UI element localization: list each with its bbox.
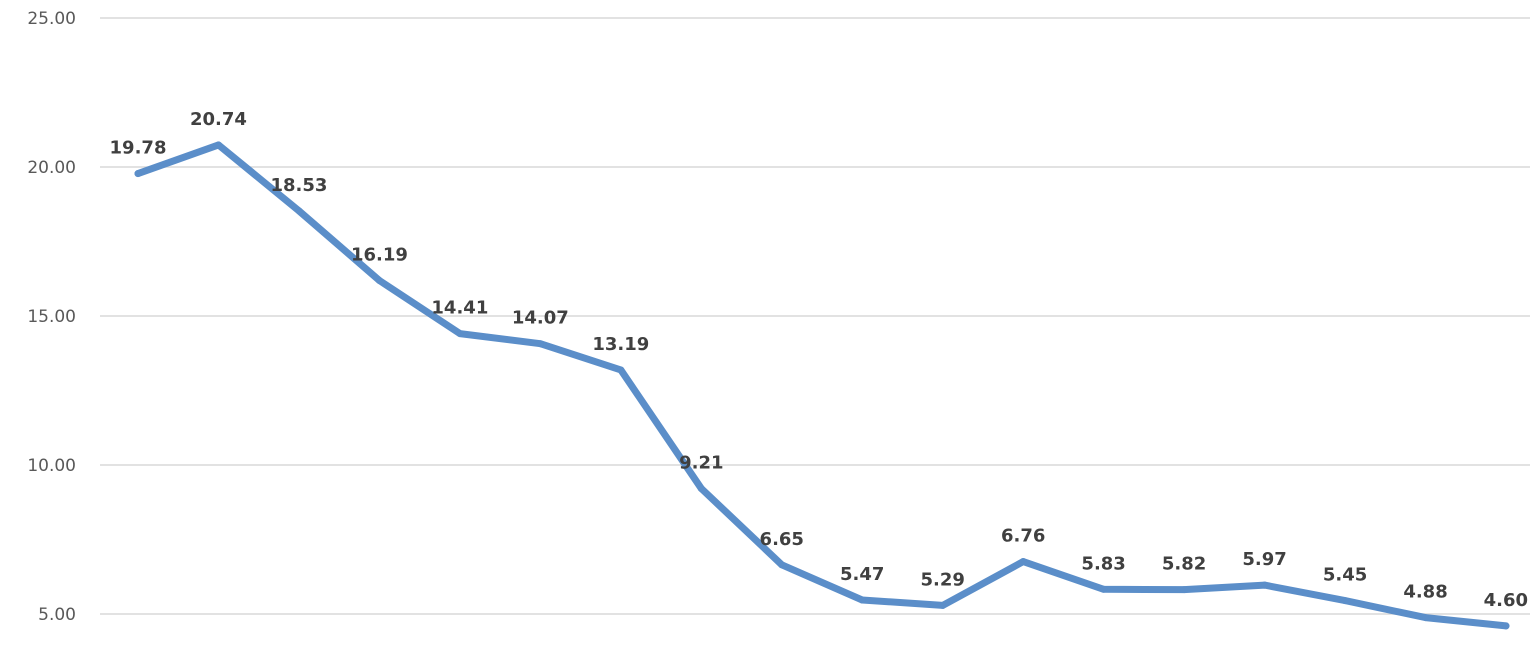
data-label: 16.19 — [351, 245, 408, 266]
data-label: 14.41 — [431, 298, 488, 319]
data-point — [1180, 586, 1188, 594]
data-point — [456, 330, 464, 338]
data-point — [375, 277, 383, 285]
data-label: 5.97 — [1242, 549, 1286, 570]
data-point — [697, 485, 705, 493]
data-point — [1261, 581, 1269, 589]
series-lines — [134, 141, 1510, 630]
data-label: 6.65 — [760, 529, 804, 550]
data-label: 5.29 — [920, 569, 964, 590]
data-label: 9.21 — [679, 453, 723, 474]
data-label: 4.60 — [1484, 590, 1528, 611]
data-point — [939, 601, 947, 609]
data-point — [1100, 585, 1108, 593]
data-point — [134, 170, 142, 178]
data-point — [617, 366, 625, 374]
data-point — [858, 596, 866, 604]
series-line — [134, 141, 1510, 630]
data-label: 5.82 — [1162, 554, 1206, 575]
data-label: 4.88 — [1403, 582, 1447, 603]
data-point — [295, 207, 303, 215]
data-label: 18.53 — [270, 175, 327, 196]
data-label: 20.74 — [190, 109, 247, 130]
gridlines — [100, 17, 1530, 615]
data-point — [1422, 614, 1430, 622]
data-point — [214, 141, 222, 149]
data-label: 19.78 — [110, 138, 167, 159]
data-point — [778, 561, 786, 569]
data-point — [536, 340, 544, 348]
y-tick-label: 10.00 — [27, 456, 76, 476]
data-label: 5.45 — [1323, 565, 1367, 586]
data-point — [1341, 597, 1349, 605]
data-label: 5.47 — [840, 564, 884, 585]
data-label: 5.83 — [1081, 553, 1125, 574]
y-axis-tick-labels: 5.00 10.00 15.00 20.00 25.00 — [27, 9, 76, 625]
data-label: 14.07 — [512, 308, 569, 329]
data-point — [1502, 622, 1510, 630]
y-tick-label: 25.00 — [27, 9, 76, 29]
data-label: 6.76 — [1001, 526, 1045, 547]
y-tick-label: 20.00 — [27, 158, 76, 178]
data-labels: 19.78 20.74 18.53 16.19 14.41 14.07 13.19 9.21 6… — [110, 109, 1528, 611]
y-tick-label: 5.00 — [38, 605, 76, 625]
y-tick-label: 15.00 — [27, 307, 76, 327]
data-label: 13.19 — [592, 334, 649, 355]
data-point — [1019, 558, 1027, 566]
